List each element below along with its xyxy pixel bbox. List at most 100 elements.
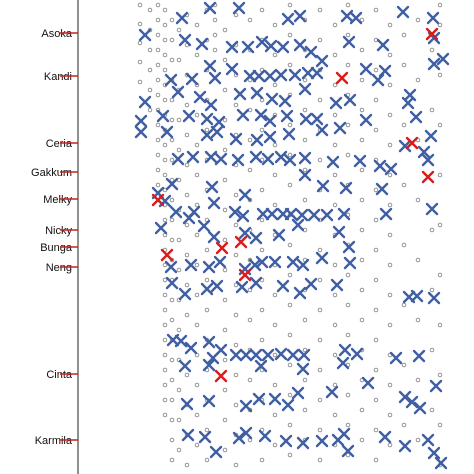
blue-cross-point <box>286 255 300 269</box>
blue-cross-point <box>339 181 353 195</box>
dot-point <box>137 2 143 8</box>
dot-point <box>169 397 175 403</box>
blue-cross-point <box>207 230 221 244</box>
blue-cross-point <box>239 348 253 362</box>
blue-cross-point <box>301 66 315 80</box>
dot-point <box>155 77 161 83</box>
blue-cross-point <box>263 114 277 128</box>
blue-cross-point <box>288 68 302 82</box>
dot-point <box>222 207 228 213</box>
dot-point <box>332 262 338 268</box>
blue-cross-point <box>178 287 192 301</box>
dot-point <box>317 457 323 463</box>
blue-cross-point <box>134 125 148 139</box>
dot-point <box>345 62 351 68</box>
dot-point <box>169 377 175 383</box>
dot-point <box>184 162 190 168</box>
dot-point <box>259 247 265 253</box>
blue-cross-point <box>436 52 450 66</box>
blue-cross-point <box>291 386 305 400</box>
dot-point <box>233 312 239 318</box>
dot-point <box>373 397 379 403</box>
dot-point <box>155 32 161 38</box>
dot-point <box>373 127 379 133</box>
dot-point <box>212 17 218 23</box>
dot-point <box>169 57 175 63</box>
blue-cross-point <box>233 87 247 101</box>
blue-cross-point <box>138 95 152 109</box>
blue-cross-point <box>336 356 350 370</box>
dot-point <box>162 67 168 73</box>
blue-cross-point <box>249 150 263 164</box>
dot-point <box>287 422 293 428</box>
dot-point <box>162 262 168 268</box>
dot-point <box>222 267 228 273</box>
blue-cross-point <box>265 207 279 221</box>
blue-cross-point <box>315 251 329 265</box>
dot-point <box>332 352 338 358</box>
blue-cross-point <box>389 351 403 365</box>
dot-point <box>302 377 308 383</box>
dot-point <box>162 142 168 148</box>
dot-point <box>162 292 168 298</box>
dot-point <box>155 182 161 188</box>
dot-point <box>345 152 351 158</box>
dot-point <box>184 222 190 228</box>
row-label: Nicky <box>45 225 72 237</box>
dot-point <box>162 217 168 223</box>
blue-cross-point <box>254 108 268 122</box>
blue-cross-point <box>371 73 385 87</box>
dot-point <box>345 2 351 8</box>
dot-point <box>359 197 365 203</box>
dot-point <box>359 317 365 323</box>
dot-point <box>287 242 293 248</box>
blue-cross-point <box>281 12 295 26</box>
dot-point <box>162 397 168 403</box>
row-label: Ceria <box>46 138 73 150</box>
dot-point <box>272 232 278 238</box>
dot-point <box>184 312 190 318</box>
dot-point <box>415 317 421 323</box>
dot-point <box>272 442 278 448</box>
dot-point <box>155 92 161 98</box>
blue-cross-point <box>225 40 239 54</box>
dot-point <box>387 382 393 388</box>
dot-point <box>259 457 265 463</box>
blue-cross-point <box>249 348 263 362</box>
blue-cross-point <box>378 430 392 444</box>
dot-point <box>176 417 182 423</box>
blue-cross-point <box>229 132 243 146</box>
dot-point <box>204 457 210 463</box>
dot-point <box>317 37 323 43</box>
red-cross-point <box>335 71 349 85</box>
dot-point <box>332 202 338 208</box>
dot-point <box>317 277 323 283</box>
blue-cross-point <box>427 57 441 71</box>
dot-point <box>176 117 182 123</box>
dot-point <box>194 202 200 208</box>
dot-point <box>373 187 379 193</box>
dot-point <box>415 377 421 383</box>
dot-point <box>176 447 182 453</box>
dot-point <box>429 47 435 53</box>
dot-point <box>169 177 175 183</box>
dot-point <box>387 22 393 28</box>
blue-cross-point <box>349 11 363 25</box>
red-cross-point <box>234 235 248 249</box>
dot-point <box>162 322 168 328</box>
blue-cross-point <box>206 351 220 365</box>
dot-point <box>233 132 239 138</box>
blue-cross-point <box>231 153 245 167</box>
dot-point <box>169 457 175 463</box>
blue-cross-point <box>341 444 355 458</box>
dot-point <box>287 272 293 278</box>
blue-cross-point <box>134 114 148 128</box>
dot-point <box>194 232 200 238</box>
blue-cross-point <box>204 98 218 112</box>
dot-point <box>437 72 443 78</box>
blue-cross-point <box>193 90 207 104</box>
dot-point <box>373 7 379 13</box>
dot-point <box>401 242 407 248</box>
dot-point <box>184 462 190 468</box>
blue-cross-point <box>342 240 356 254</box>
